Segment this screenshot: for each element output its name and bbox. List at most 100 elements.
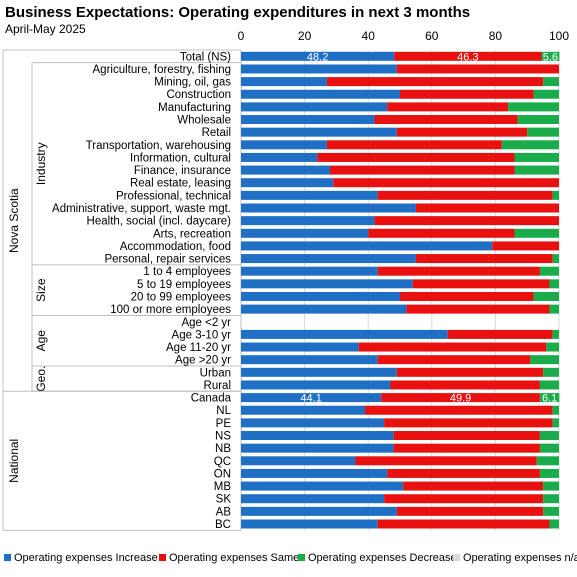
bar-segment — [355, 456, 537, 466]
bar-segment — [241, 279, 413, 289]
subgroup-label: Geo. — [34, 366, 48, 392]
row-label: Real estate, leasing — [130, 178, 231, 190]
bar-segment — [400, 89, 534, 99]
bar-segment — [492, 241, 559, 251]
x-tick-label: 40 — [362, 29, 376, 43]
bar-segment — [543, 506, 559, 516]
row-label: Personal, repair services — [104, 254, 231, 266]
legend-swatch — [159, 554, 166, 561]
bar-segment — [365, 405, 553, 415]
bar-segment — [377, 355, 531, 365]
bar-segment — [543, 494, 559, 504]
legend-label: Operating expenses Decrease — [308, 552, 457, 564]
bar-segment — [333, 178, 559, 188]
row-label: Mining, oil, gas — [154, 77, 231, 89]
bar-segment — [241, 367, 397, 377]
bar-segment — [396, 506, 544, 516]
row-label: Age 3-10 yr — [172, 329, 232, 341]
bar-segment — [415, 254, 553, 264]
row-label: 20 to 99 employees — [131, 291, 232, 303]
bar-segment — [241, 115, 375, 125]
x-tick-label: 20 — [298, 29, 312, 43]
row-label: Wholesale — [177, 115, 231, 127]
bar-segment — [241, 291, 400, 301]
bar-segment — [387, 468, 540, 478]
bar-segment — [533, 89, 559, 99]
row-label: NS — [215, 431, 231, 443]
bar-segment — [396, 64, 559, 74]
bar-segment — [358, 342, 547, 352]
bar-segment — [543, 367, 559, 377]
bar-segment — [533, 291, 559, 301]
row-label: Transportation, warehousing — [86, 140, 231, 152]
bar-segment — [406, 304, 550, 314]
bar-segment — [552, 329, 559, 339]
bar-segment — [539, 393, 560, 403]
row-label: 5 to 19 employees — [137, 279, 231, 291]
bar-segment — [241, 254, 416, 264]
bar-segment — [377, 190, 553, 200]
bar-segment — [241, 203, 416, 213]
bar-segment — [514, 165, 559, 175]
bar-segment — [241, 266, 378, 276]
row-label: QC — [214, 456, 231, 468]
row-label: PE — [216, 418, 232, 430]
bar-segment — [549, 279, 559, 289]
x-tick-label: 60 — [425, 29, 439, 43]
row-label: Agriculture, forestry, fishing — [93, 64, 231, 76]
bar-segment — [241, 152, 318, 162]
bar-segment — [393, 443, 540, 453]
bar-segment — [400, 291, 534, 301]
row-label: NL — [216, 405, 231, 417]
bar-segment — [541, 51, 560, 61]
legend-swatch — [453, 554, 460, 561]
row-label: Canada — [191, 393, 232, 405]
bar-segment — [326, 77, 544, 87]
data-label: 44.1 — [300, 393, 321, 405]
bar-segment — [241, 431, 394, 441]
row-label: 100 or more employees — [110, 304, 231, 316]
row-label: Health, social (incl. daycare) — [87, 216, 232, 228]
row-label: Construction — [166, 89, 231, 101]
bar-segment — [552, 254, 559, 264]
bar-segment — [539, 443, 559, 453]
row-label: Urban — [200, 367, 231, 379]
row-label: Administrative, support, waste mgt. — [52, 203, 231, 215]
bar-segment — [396, 127, 528, 137]
row-label: SK — [216, 494, 232, 506]
bar-segment — [517, 115, 559, 125]
row-label: Rural — [204, 380, 231, 392]
row-label: Age 11-20 yr — [166, 342, 231, 354]
data-label: 48.2 — [307, 51, 328, 63]
legend-swatch — [4, 554, 11, 561]
bar-segment — [241, 127, 397, 137]
bar-segment — [241, 418, 385, 428]
bar-segment — [241, 443, 394, 453]
data-label: 46.3 — [457, 51, 478, 63]
bar-segment — [368, 228, 515, 238]
bar-segment — [387, 102, 509, 112]
bar-segment — [241, 519, 378, 529]
bar-segment — [241, 405, 366, 415]
bar-segment — [508, 102, 559, 112]
x-tick-label: 80 — [489, 29, 503, 43]
bar-segment — [241, 178, 334, 188]
bar-segment — [241, 165, 331, 175]
bar-segment — [527, 127, 559, 137]
bar-segment — [536, 456, 559, 466]
row-label: 1 to 4 employees — [143, 266, 231, 278]
bar-segment — [377, 266, 540, 276]
bar-segment — [241, 77, 327, 87]
bar-segment — [501, 140, 559, 150]
bar-segment — [390, 380, 540, 390]
row-label: ON — [214, 468, 231, 480]
row-label: Age <2 yr — [181, 317, 231, 329]
legend-swatch — [298, 554, 305, 561]
bar-segment — [377, 519, 550, 529]
bar-segment — [241, 216, 375, 226]
bar-segment — [241, 380, 391, 390]
subgroup-label: Size — [34, 278, 48, 302]
row-label: Finance, insurance — [134, 165, 231, 177]
bar-segment — [549, 304, 559, 314]
row-label: Manufacturing — [158, 102, 231, 114]
